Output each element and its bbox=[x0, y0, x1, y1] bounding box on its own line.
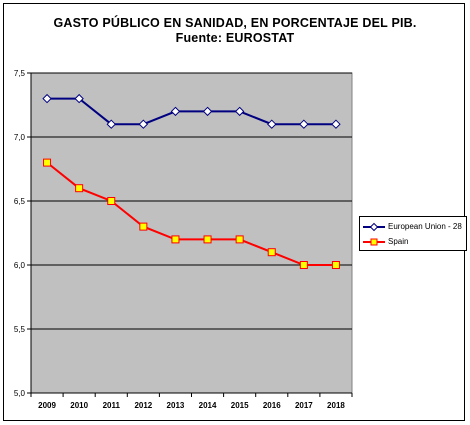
y-tick-label: 5,5 bbox=[14, 325, 26, 334]
series-line-1 bbox=[46, 161, 336, 266]
legend-item-eu: European Union - 28 bbox=[360, 221, 466, 233]
x-tick-label: 2016 bbox=[263, 401, 281, 410]
x-tick-label: 2015 bbox=[231, 401, 249, 410]
y-tick-label: 7,0 bbox=[14, 133, 26, 142]
data-point-0 bbox=[170, 106, 181, 117]
data-point-0 bbox=[234, 106, 245, 117]
x-tick-label: 2010 bbox=[70, 401, 88, 410]
data-point-1 bbox=[267, 248, 276, 257]
data-point-1 bbox=[203, 235, 212, 244]
data-point-1 bbox=[107, 197, 116, 205]
data-point-0 bbox=[106, 119, 116, 129]
legend: European Union - 28 Spain bbox=[359, 216, 467, 251]
legend-swatch-eu bbox=[363, 222, 385, 232]
data-point-1 bbox=[139, 222, 148, 231]
y-tick-label: 6,5 bbox=[14, 197, 26, 206]
data-point-0 bbox=[299, 119, 309, 129]
data-point-1 bbox=[75, 184, 84, 193]
y-tick-label: 5,0 bbox=[14, 389, 26, 398]
legend-label-eu: European Union - 28 bbox=[388, 222, 462, 231]
x-tick-label: 2017 bbox=[295, 401, 313, 410]
series-line-0 bbox=[47, 97, 336, 126]
chart-title: GASTO PÚBLICO EN SANIDAD, EN PORCENTAJE … bbox=[53, 16, 417, 30]
data-point-1 bbox=[331, 261, 340, 269]
data-point-0 bbox=[138, 119, 149, 129]
data-point-1 bbox=[235, 235, 244, 244]
data-point-0 bbox=[331, 119, 341, 129]
x-tick-label: 2012 bbox=[134, 401, 152, 410]
legend-swatch-spain bbox=[363, 238, 385, 246]
data-point-0 bbox=[267, 119, 277, 129]
legend-label-spain: Spain bbox=[388, 237, 409, 246]
data-point-0 bbox=[202, 106, 213, 117]
plot-area bbox=[30, 72, 353, 394]
x-tick-label: 2018 bbox=[327, 401, 345, 410]
x-tick-label: 2009 bbox=[38, 401, 56, 410]
chart-subtitle: Fuente: EUROSTAT bbox=[175, 31, 295, 45]
x-tick-label: 2011 bbox=[103, 401, 121, 410]
data-point-1 bbox=[43, 158, 52, 167]
data-point-0 bbox=[74, 93, 84, 104]
y-tick-label: 6,0 bbox=[14, 261, 26, 270]
data-point-1 bbox=[171, 235, 180, 244]
data-point-0 bbox=[42, 93, 52, 104]
y-tick-label: 7,5 bbox=[14, 69, 26, 78]
x-tick-label: 2013 bbox=[167, 401, 185, 410]
data-point-1 bbox=[299, 261, 308, 269]
legend-item-spain: Spain bbox=[360, 236, 466, 248]
x-tick-label: 2014 bbox=[199, 401, 217, 410]
